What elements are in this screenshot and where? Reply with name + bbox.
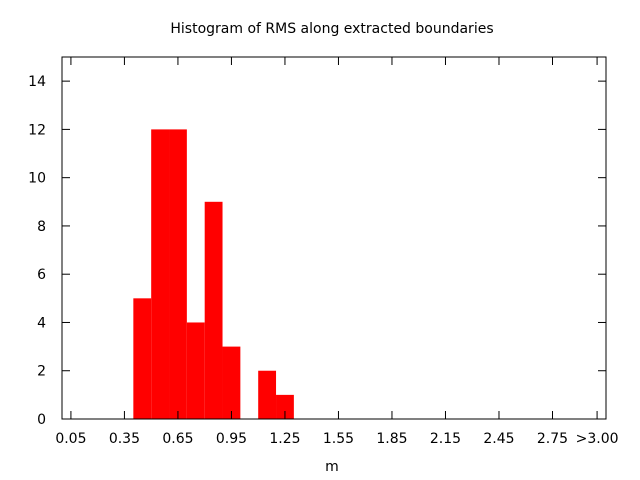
chart-title: Histogram of RMS along extracted boundar… <box>170 21 493 37</box>
y-tick-label: 12 <box>28 122 46 138</box>
bars-layer <box>133 129 294 419</box>
ticks-layer: 0 2 4 6 8 10 12 14 0.05 0.35 0.65 0.95 1.25 1.55 1.85 2… <box>28 57 619 447</box>
y-tick-label: 8 <box>37 219 46 235</box>
histogram-bar <box>186 322 205 419</box>
y-tick-label: 14 <box>28 74 46 90</box>
y-tick-label: 10 <box>28 171 46 187</box>
x-tick-label: 2.15 <box>430 431 461 447</box>
y-tick-label: 6 <box>37 267 46 283</box>
plot-frame <box>61 56 607 420</box>
y-tick-label: 4 <box>37 315 46 331</box>
histogram-bar <box>222 346 241 419</box>
y-tick-label: 2 <box>37 364 46 380</box>
x-tick-label: 0.35 <box>109 431 140 447</box>
x-tick-label: 0.65 <box>162 431 193 447</box>
histogram-bar <box>276 394 294 419</box>
x-tick-label: >3.00 <box>576 431 619 447</box>
histogram-bar <box>204 201 223 419</box>
histogram-bar <box>258 370 277 419</box>
histogram-bar <box>133 298 152 419</box>
x-tick-label: 2.45 <box>483 431 514 447</box>
histogram-bar <box>151 129 170 419</box>
y-tick-label: 0 <box>37 412 46 428</box>
x-axis-label: m <box>325 459 339 475</box>
x-tick-label: 1.85 <box>376 431 407 447</box>
histogram-bar <box>169 129 187 419</box>
x-tick-label: 2.75 <box>537 431 568 447</box>
x-tick-label: 1.25 <box>269 431 300 447</box>
x-tick-label: 1.55 <box>323 431 354 447</box>
x-tick-label: 0.95 <box>216 431 247 447</box>
x-tick-label: 0.05 <box>55 431 86 447</box>
